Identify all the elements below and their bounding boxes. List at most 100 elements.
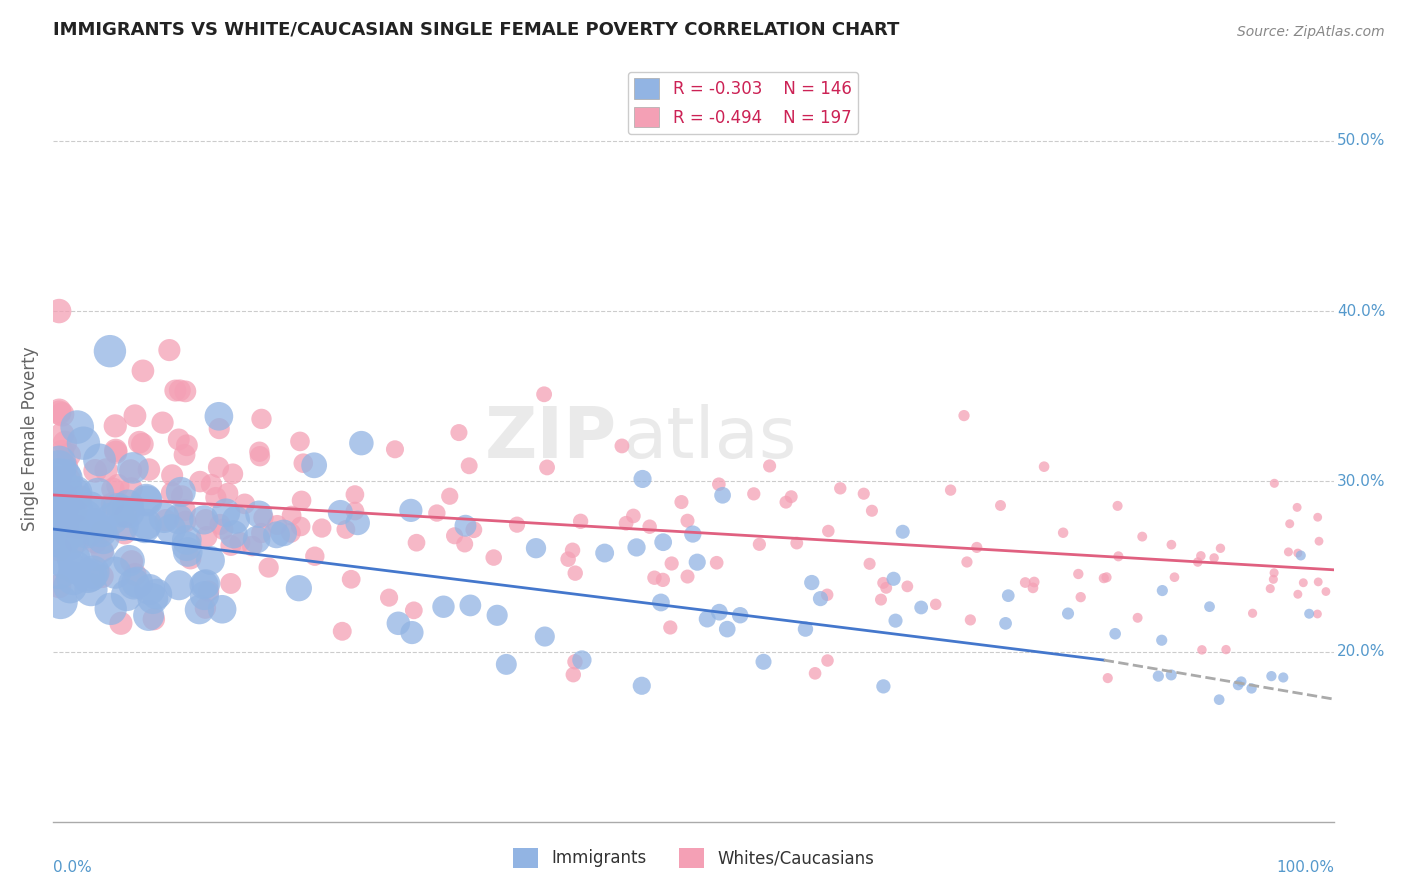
Point	[561, 543, 583, 558]
Point	[875, 581, 897, 595]
Text: IMMIGRANTS VS WHITE/CAUCASIAN SINGLE FEMALE POVERTY CORRELATION CHART: IMMIGRANTS VS WHITE/CAUCASIAN SINGLE FEM…	[52, 21, 898, 39]
Point	[1209, 541, 1232, 556]
Point	[225, 513, 247, 527]
Point	[176, 539, 198, 553]
Point	[626, 541, 648, 555]
Point	[1286, 500, 1309, 515]
Point	[55, 556, 77, 570]
Point	[48, 460, 70, 475]
Point	[80, 582, 103, 597]
Point	[122, 576, 145, 591]
Point	[638, 519, 661, 533]
Point	[165, 384, 187, 398]
Point	[280, 525, 302, 540]
Point	[219, 576, 242, 591]
Point	[1092, 571, 1115, 585]
Point	[752, 655, 775, 669]
Point	[90, 524, 112, 538]
Point	[891, 524, 914, 539]
Text: atlas: atlas	[623, 404, 797, 474]
Point	[273, 525, 295, 540]
Point	[387, 616, 409, 631]
Point	[1067, 566, 1090, 581]
Point	[402, 603, 425, 617]
Point	[454, 537, 477, 551]
Point	[117, 499, 139, 513]
Point	[1150, 633, 1173, 648]
Point	[157, 343, 180, 357]
Point	[564, 566, 586, 581]
Point	[51, 534, 73, 549]
Point	[197, 584, 219, 599]
Point	[329, 506, 352, 520]
Point	[107, 502, 129, 516]
Point	[1286, 546, 1309, 560]
Point	[870, 592, 893, 607]
Point	[1107, 499, 1129, 513]
Point	[55, 504, 77, 518]
Point	[51, 427, 73, 442]
Y-axis label: Single Female Poverty: Single Female Poverty	[21, 346, 39, 531]
Point	[1187, 555, 1209, 569]
Point	[1260, 669, 1282, 683]
Point	[686, 555, 709, 569]
Point	[810, 591, 832, 606]
Point	[1130, 530, 1153, 544]
Point	[817, 653, 839, 667]
Point	[800, 575, 823, 590]
Point	[111, 505, 134, 519]
Point	[250, 412, 273, 426]
Point	[1014, 575, 1036, 590]
Point	[124, 567, 146, 582]
Point	[780, 490, 803, 504]
Point	[193, 578, 215, 592]
Point	[343, 487, 366, 501]
Point	[1292, 575, 1315, 590]
Point	[101, 482, 124, 496]
Point	[114, 525, 136, 540]
Point	[65, 501, 87, 516]
Point	[200, 553, 222, 567]
Point	[82, 518, 104, 533]
Point	[593, 546, 616, 560]
Point	[925, 598, 948, 612]
Point	[83, 517, 105, 532]
Point	[1024, 574, 1046, 589]
Point	[100, 602, 122, 616]
Point	[174, 515, 197, 529]
Point	[562, 667, 585, 681]
Point	[118, 554, 141, 568]
Point	[682, 527, 704, 541]
Point	[621, 508, 644, 523]
Point	[48, 304, 70, 318]
Point	[89, 453, 111, 467]
Point	[966, 541, 988, 555]
Point	[292, 456, 315, 470]
Point	[169, 384, 191, 398]
Point	[953, 409, 976, 423]
Point	[447, 425, 470, 440]
Point	[454, 518, 477, 533]
Point	[195, 530, 218, 544]
Point	[155, 513, 177, 527]
Point	[631, 472, 654, 486]
Point	[340, 572, 363, 586]
Point	[48, 404, 70, 418]
Point	[84, 464, 107, 478]
Point	[1289, 549, 1312, 563]
Point	[111, 518, 134, 533]
Point	[48, 579, 70, 593]
Point	[48, 508, 70, 523]
Point	[65, 485, 87, 500]
Point	[84, 534, 107, 549]
Point	[66, 420, 89, 434]
Point	[176, 533, 198, 547]
Point	[229, 535, 252, 549]
Point	[48, 406, 70, 420]
Point	[48, 495, 70, 509]
Point	[53, 469, 76, 483]
Point	[506, 517, 529, 532]
Point	[564, 655, 586, 669]
Point	[60, 515, 83, 529]
Point	[742, 487, 765, 501]
